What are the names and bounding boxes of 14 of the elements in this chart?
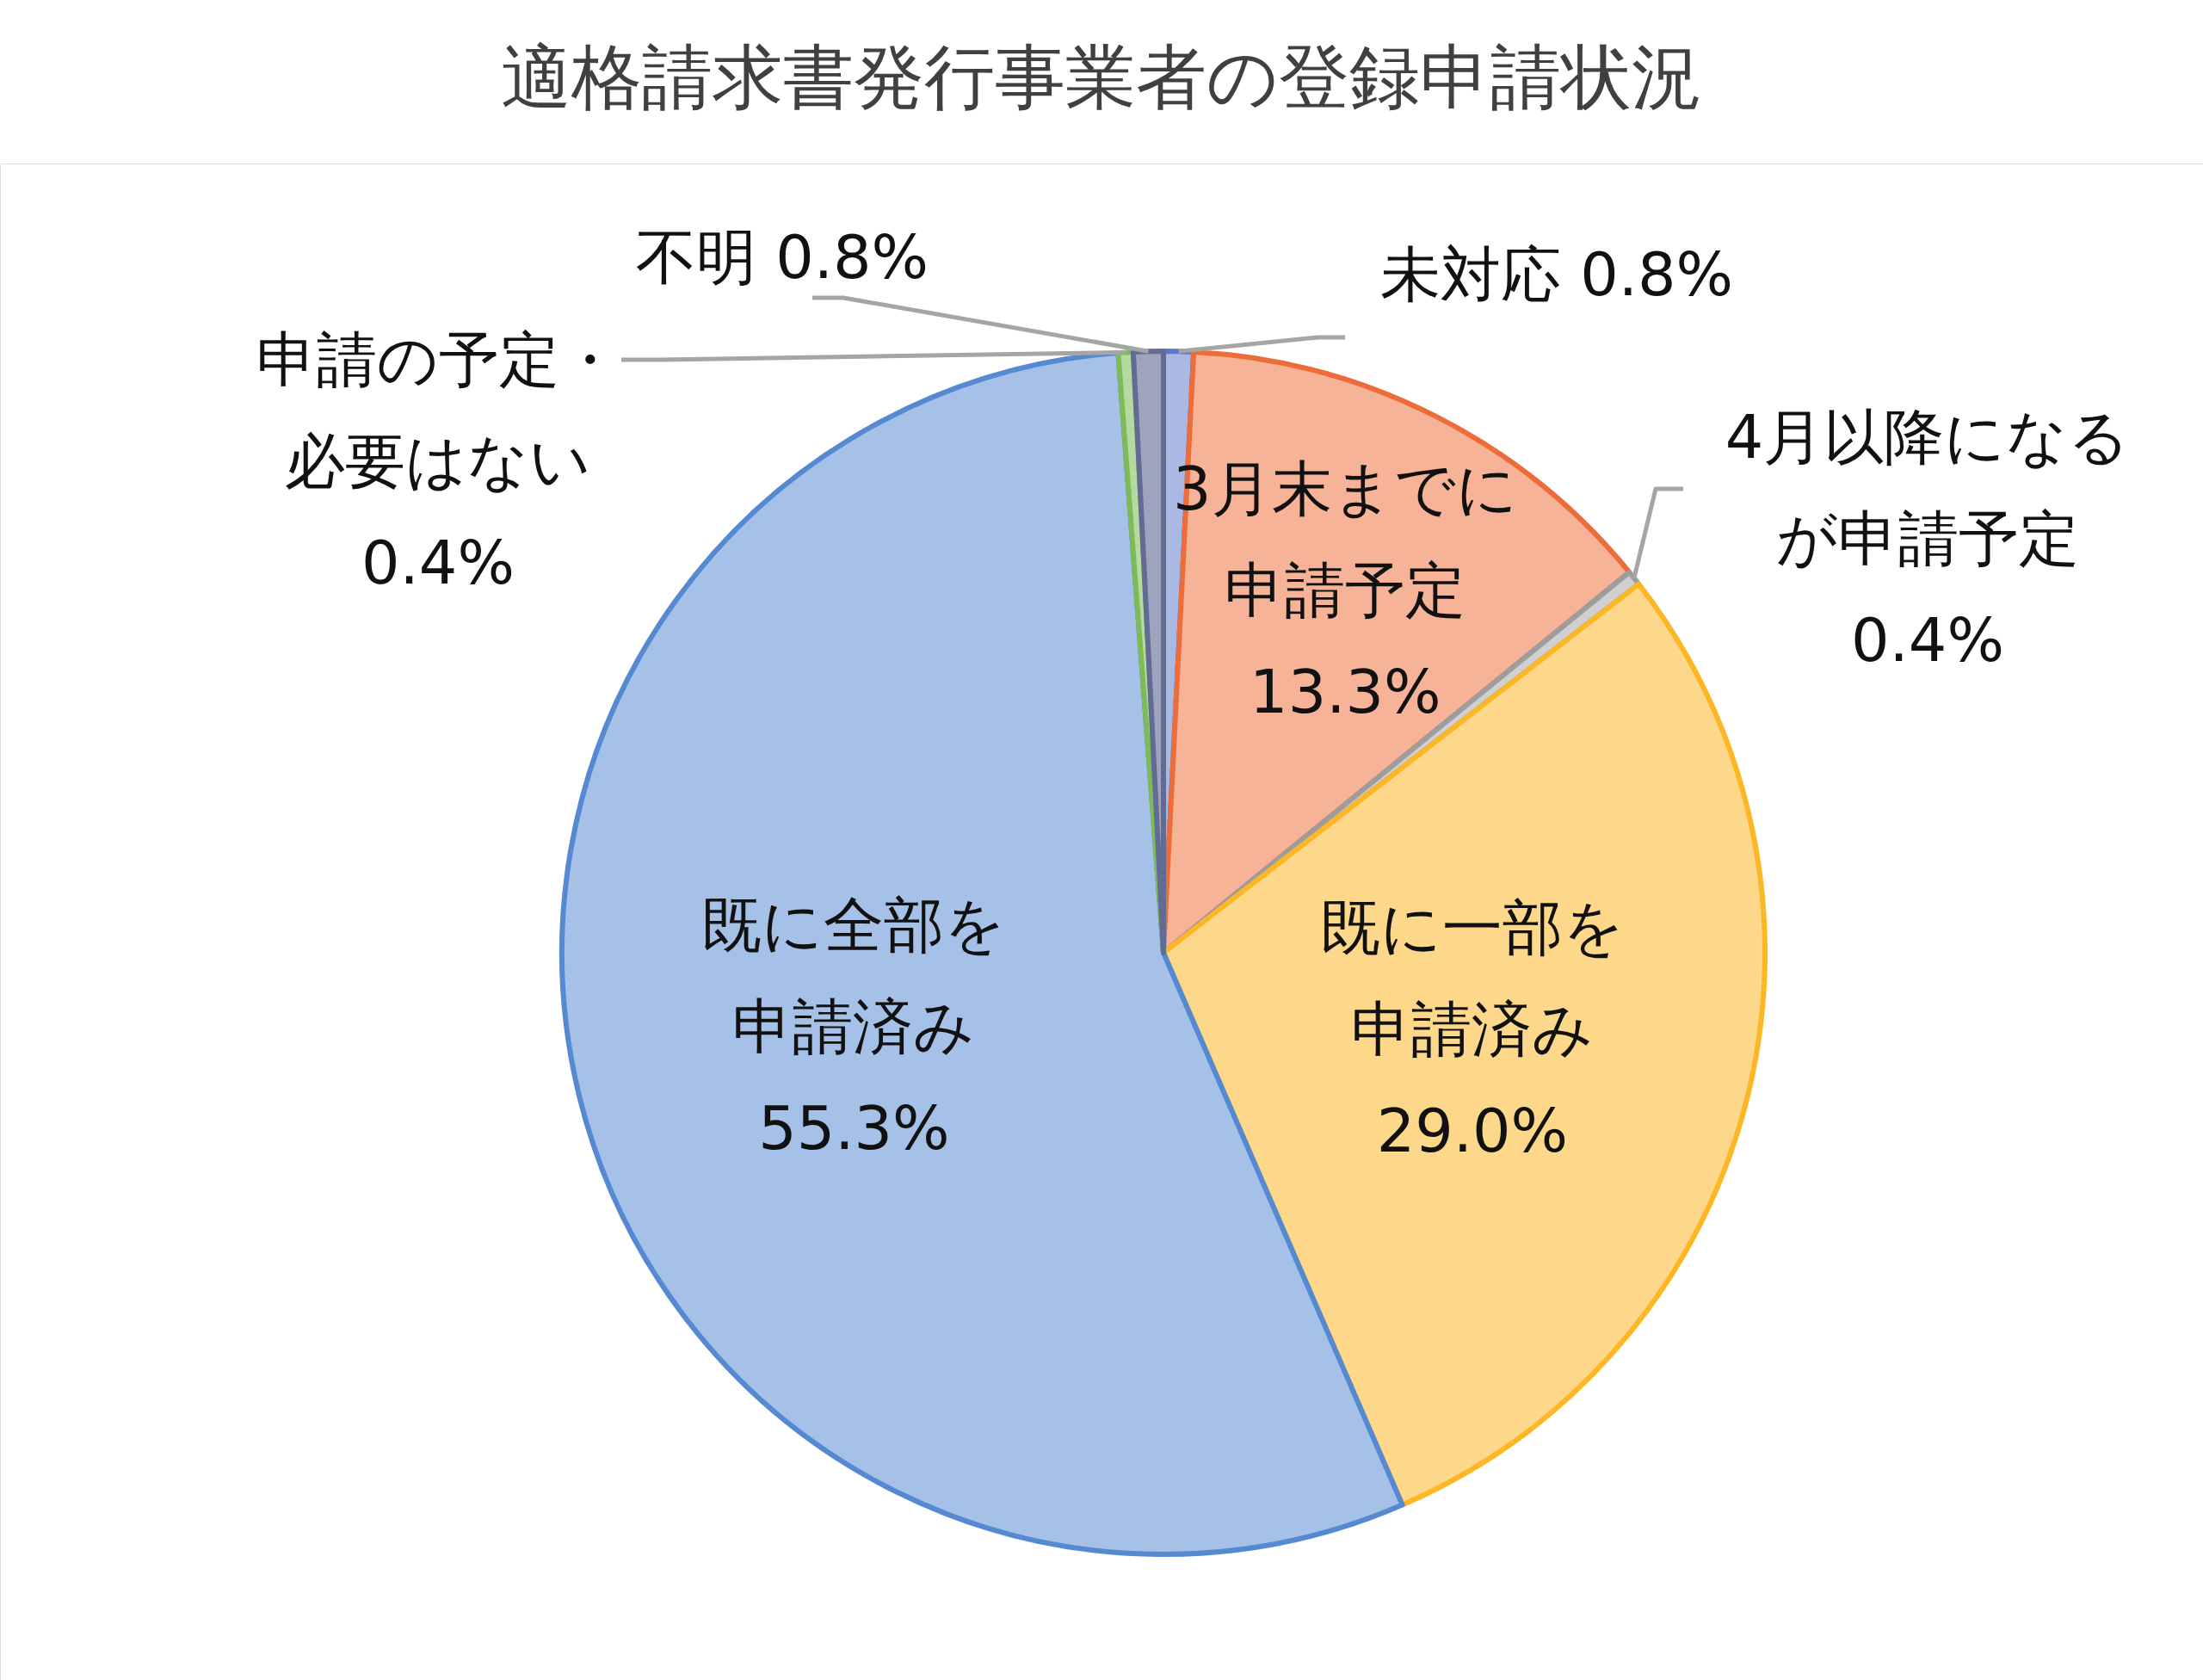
slice-label: 既に一部を申請済み (1319, 892, 1625, 1065)
slice-label: 3月末までに申請予定 (1173, 454, 1518, 627)
slice-label: 不明 0.8% (635, 222, 929, 293)
slice-label: 申請の予定・必要はない (256, 324, 620, 497)
data-label: 0.4% (361, 528, 515, 598)
slice-label: 未対応 0.8% (1379, 239, 1734, 310)
data-label: 0.4% (1851, 605, 2004, 676)
slice-label: 4月以降になるが申請予定 (1725, 402, 2131, 574)
data-label: 13.3% (1250, 657, 1441, 728)
data-label: 55.3% (758, 1092, 950, 1164)
slice-label: 既に全部を申請済み (701, 889, 1007, 1062)
pie-slice (1130, 349, 1166, 955)
data-label: 29.0% (1376, 1096, 1569, 1167)
chart-title: 適格請求書発行事業者の登録申請状況 (501, 36, 1702, 118)
